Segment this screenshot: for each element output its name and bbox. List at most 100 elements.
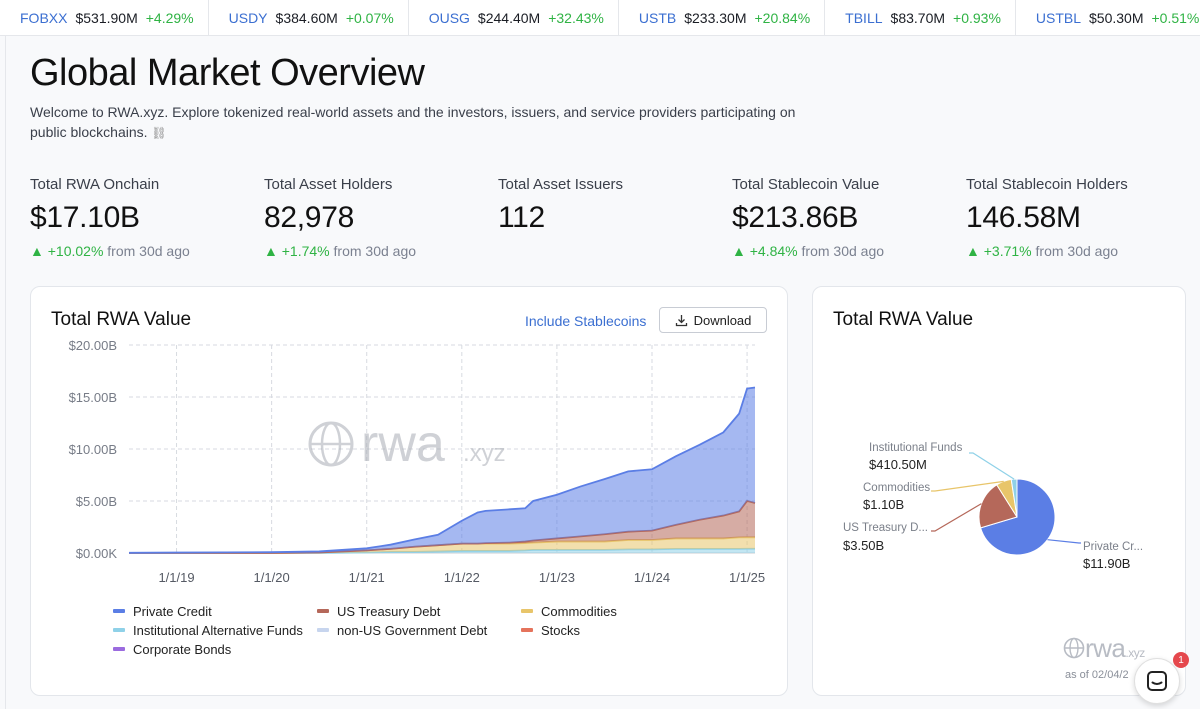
legend-label: Private Credit xyxy=(133,603,212,619)
ticker-change: +20.84% xyxy=(754,9,811,26)
watermark-logo: rwa.xyz xyxy=(1063,633,1145,664)
stat-value: $17.10B xyxy=(30,201,140,234)
legend-item[interactable]: US Treasury Debt xyxy=(317,603,521,619)
stat-change-suffix: from 30d ago xyxy=(107,243,190,259)
watermark-text: rwa xyxy=(1085,633,1126,663)
include-stablecoins-toggle[interactable]: Include Stablecoins xyxy=(525,313,647,329)
stat-block: Total RWA Onchain $17.10B ▲ +10.02% from 3… xyxy=(30,176,264,261)
x-tick-label: 1/1/22 xyxy=(444,570,480,585)
legend-label: Corporate Bonds xyxy=(133,641,232,657)
stat-block: Total Stablecoin Holders 146.58M ▲ +3.71% … xyxy=(966,176,1200,261)
download-label: Download xyxy=(693,312,752,328)
download-icon xyxy=(675,314,687,326)
ticker-value: $50.30M xyxy=(1089,9,1144,26)
area-series-fill xyxy=(129,500,755,553)
stat-change-value: ▲ +4.84% xyxy=(732,243,798,259)
stat-change-suffix: from 30d ago xyxy=(333,243,417,259)
legend-item[interactable]: Commodities xyxy=(521,603,721,619)
globe-icon xyxy=(308,421,354,467)
ticker-symbol: USTBL xyxy=(1035,9,1082,26)
pie-leader-line xyxy=(931,480,1004,492)
pie-slice-value: $11.90B xyxy=(1083,556,1130,571)
chat-launcher[interactable]: 1 xyxy=(1128,652,1189,704)
pie-slice[interactable] xyxy=(1010,478,1018,518)
x-tick-label: 1/1/21 xyxy=(349,570,385,585)
pie-slice-value: $1.10B xyxy=(863,497,904,512)
stat-value: 112 xyxy=(498,201,545,234)
legend-item[interactable]: non-US Government Debt xyxy=(317,622,521,638)
as-of-date: as of 02/04/2 xyxy=(1065,669,1129,681)
stat-value: 82,978 xyxy=(264,201,354,234)
ticker-item[interactable]: USTB $233.30M +20.84% xyxy=(619,0,826,35)
legend-label: Stocks xyxy=(541,622,581,638)
legend-item[interactable]: Private Credit xyxy=(113,603,317,619)
watermark-suffix: .xyz xyxy=(463,440,506,467)
stat-change-suffix: from 30d ago xyxy=(1035,243,1119,259)
x-tick-label: 1/1/19 xyxy=(158,570,194,585)
ticker-symbol: USTB xyxy=(638,9,677,26)
watermark-text: rwa xyxy=(361,415,445,473)
stat-block: Total Asset Issuers 112 xyxy=(498,176,732,261)
chart-watermark: rwa .xyz xyxy=(308,415,506,473)
stat-block: Total Asset Holders 82,978 ▲ +1.74% from 3… xyxy=(264,176,498,261)
area-series-fill xyxy=(129,387,755,553)
rwa-value-pie-card: Total RWA Value Private Cr... $11.90B US T… xyxy=(812,286,1186,696)
ticker-item[interactable]: OUSG $244.40M +32.43% xyxy=(409,0,619,35)
pie-title: Total RWA Value xyxy=(833,309,974,330)
ticker-item[interactable]: USTBL $50.30M +0.51% xyxy=(1016,0,1200,35)
legend-swatch xyxy=(113,609,125,613)
x-tick-label: 1/1/24 xyxy=(634,570,670,585)
y-tick-label: $20.00B xyxy=(69,338,117,353)
ticker-change: +32.43% xyxy=(548,9,604,26)
main-content: Global Market Overview Welcome to RWA.xy… xyxy=(5,36,1195,709)
legend-swatch xyxy=(113,647,125,651)
y-tick-label: $0.00K xyxy=(76,546,118,561)
download-button[interactable]: Download xyxy=(659,307,767,333)
ticker-symbol: FOBXX xyxy=(20,9,68,26)
stat-block: Total Stablecoin Value $213.86B ▲ +4.84% f… xyxy=(732,176,966,261)
ticker-item[interactable]: FOBXX $531.90M +4.29% xyxy=(0,0,209,35)
ticker-value: $233.30M xyxy=(684,9,747,26)
legend-label: non-US Government Debt xyxy=(337,622,488,638)
stat-change: ▲ +4.84% from 30d ago xyxy=(732,243,966,261)
ticker-item[interactable]: TBILL $83.70M +0.93% xyxy=(825,0,1016,35)
x-tick-label: 1/1/25 xyxy=(729,570,765,585)
ticker-value: $531.90M xyxy=(75,9,138,26)
notification-badge: 1 xyxy=(1173,652,1189,668)
legend-label: Institutional Alternative Funds xyxy=(133,622,303,638)
pie-slice-value: $410.50M xyxy=(869,457,927,472)
rwa-value-chart-card: Total RWA Value Include Stablecoins Down… xyxy=(30,286,788,696)
ticker-change: +0.07% xyxy=(345,9,394,26)
ticker-change: +0.51% xyxy=(1151,9,1200,26)
legend-item[interactable]: Corporate Bonds xyxy=(113,641,317,657)
ticker-value: $83.70M xyxy=(890,9,946,26)
stat-change: ▲ +3.71% from 30d ago xyxy=(966,243,1200,261)
ticker-change: +4.29% xyxy=(145,9,194,26)
chat-button[interactable] xyxy=(1134,658,1180,704)
legend-swatch xyxy=(317,609,329,613)
stats-row: Total RWA Onchain $17.10B ▲ +10.02% from 3… xyxy=(30,176,1200,261)
watermark-suffix: .xyz xyxy=(1125,646,1145,660)
legend-item[interactable]: Stocks xyxy=(521,622,721,638)
pie-slice[interactable] xyxy=(979,478,1056,556)
legend-label: Commodities xyxy=(541,603,617,619)
legend-item[interactable]: Institutional Alternative Funds xyxy=(113,622,317,638)
chart-legend: Private Credit US Treasury Debt Commoditie… xyxy=(113,603,733,657)
y-tick-label: $5.00B xyxy=(76,494,117,509)
stat-value: 146.58M xyxy=(966,201,1081,234)
legend-swatch xyxy=(521,609,533,613)
ticker-change: +0.93% xyxy=(953,9,1001,26)
page-title: Global Market Overview xyxy=(30,52,425,94)
description-text: Welcome to RWA.xyz. Explore tokenized re… xyxy=(30,104,796,140)
x-tick-label: 1/1/23 xyxy=(539,570,575,585)
legend-swatch xyxy=(521,628,533,632)
link-icon[interactable]: ⛓ xyxy=(151,126,167,140)
pie-leader-line xyxy=(1047,539,1081,544)
area-series-line xyxy=(128,386,756,554)
ticker-item[interactable]: USDY $384.60M +0.07% xyxy=(209,0,409,35)
legend-swatch xyxy=(113,628,125,632)
pie-slice-name: Institutional Funds xyxy=(869,442,963,454)
area-chart: $0.00K $5.00B $10.00B $15.00B $20.00B 1/1/19 1… xyxy=(69,338,766,585)
globe-icon xyxy=(1063,637,1085,659)
page-description: Welcome to RWA.xyz. Explore tokenized re… xyxy=(30,102,810,143)
